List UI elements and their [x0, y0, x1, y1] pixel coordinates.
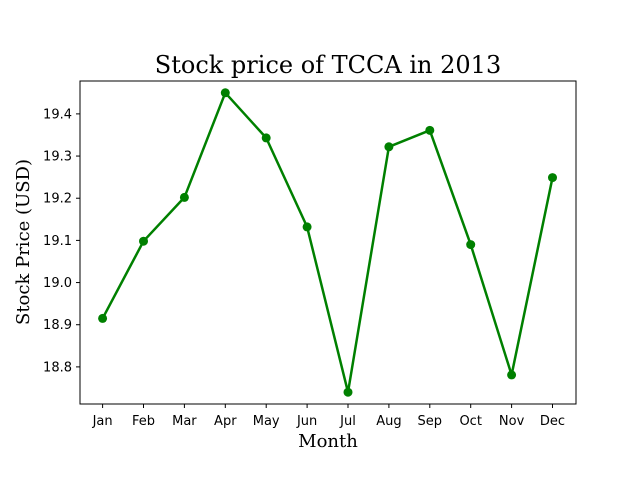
x-tick-label: Nov [499, 414, 525, 429]
data-points [98, 88, 557, 397]
y-tick-label: 19.2 [43, 192, 72, 207]
x-tick-label: Mar [172, 414, 197, 429]
x-tick-label: Dec [540, 414, 565, 429]
data-point [425, 125, 435, 135]
y-tick-label: 19.0 [43, 276, 72, 291]
x-axis: Jan Feb Mar Apr May Jun Jul Aug Sep Oct Nov Dec [92, 404, 565, 429]
data-point [220, 88, 230, 98]
data-point [384, 142, 394, 152]
x-tick-label: Oct [459, 414, 481, 429]
x-tick-label: Apr [214, 414, 237, 429]
data-point [302, 222, 312, 232]
y-tick-label: 19.3 [43, 150, 72, 165]
y-axis-label: Stock Price (USD) [13, 159, 34, 325]
x-tick-label: Feb [132, 414, 155, 429]
data-point [98, 313, 108, 323]
y-axis: 18.8 18.9 19.0 19.1 19.2 19.3 19.4 [43, 107, 80, 375]
y-tick-label: 18.9 [43, 318, 72, 333]
y-tick-label: 18.8 [43, 360, 72, 375]
plot-frame [79, 80, 577, 405]
data-point [507, 370, 517, 380]
y-tick-label: 19.4 [43, 107, 72, 122]
data-point [343, 387, 353, 397]
x-tick-label: Jul [339, 414, 356, 429]
y-tick-label: 19.1 [43, 234, 72, 249]
x-tick-label: Jan [92, 414, 113, 429]
x-axis-label: Month [298, 431, 358, 452]
x-tick-label: May [253, 414, 280, 429]
data-point [139, 236, 148, 246]
x-tick-label: Sep [418, 414, 443, 429]
data-point [466, 240, 476, 250]
series-line [101, 91, 554, 394]
data-point [548, 173, 557, 183]
x-tick-label: Aug [376, 414, 401, 429]
data-point [261, 133, 271, 143]
chart-title: Stock price of TCCA in 2013 [155, 51, 501, 79]
data-point [179, 192, 189, 202]
x-tick-label: Jun [296, 414, 317, 429]
